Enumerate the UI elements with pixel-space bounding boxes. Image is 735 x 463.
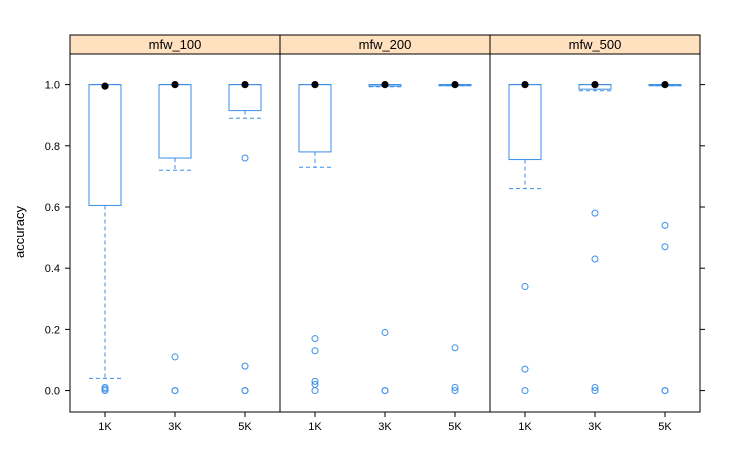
median-dot xyxy=(311,80,319,89)
x-tick-label: 3K xyxy=(168,421,182,433)
x-tick-label: 5K xyxy=(238,421,252,433)
box-1K: 1K xyxy=(508,80,542,433)
panel-frame xyxy=(69,53,281,413)
iqr-box xyxy=(508,84,542,161)
y-tick-label: 0.6 xyxy=(45,202,60,214)
outlier-point xyxy=(661,243,669,251)
y-tick-label: 0.0 xyxy=(45,386,60,398)
outlier-point xyxy=(381,387,389,395)
box-1K: 1K xyxy=(298,80,332,433)
iqr-box xyxy=(228,84,262,112)
panels: mfw_100 1K 3K 5K mfw_200 1K 3K 5K mfw_500 1K 3K 5K xyxy=(69,34,701,433)
box-5K: 5K xyxy=(648,80,682,433)
outlier-point xyxy=(661,221,669,229)
iqr-box xyxy=(298,84,332,153)
x-tick-label: 3K xyxy=(588,421,602,433)
y-tick-label: 1.0 xyxy=(45,80,60,92)
outlier-point xyxy=(521,283,529,291)
panel-frame xyxy=(279,53,491,413)
box-3K: 3K xyxy=(578,80,612,433)
outlier-point xyxy=(311,387,319,395)
x-tick-label: 1K xyxy=(98,421,112,433)
x-tick-label: 5K xyxy=(448,421,462,433)
outlier-point xyxy=(451,344,459,352)
outlier-point xyxy=(591,209,599,217)
panel-frame xyxy=(489,53,701,413)
box-3K: 3K xyxy=(158,80,192,433)
outlier-point xyxy=(171,353,179,361)
outlier-point xyxy=(521,387,529,395)
outlier-point xyxy=(241,387,249,395)
box-5K: 5K xyxy=(438,80,472,433)
outlier-point xyxy=(661,387,669,395)
outlier-point xyxy=(591,255,599,263)
iqr-box xyxy=(88,84,122,206)
x-tick-label: 3K xyxy=(378,421,392,433)
y-tick-label: 0.8 xyxy=(45,141,60,153)
panel-mfw_500: mfw_500 1K 3K 5K xyxy=(489,34,701,433)
box-1K: 1K xyxy=(88,82,122,433)
median-dot xyxy=(451,80,459,89)
outlier-point xyxy=(591,384,599,392)
x-tick-label: 1K xyxy=(308,421,322,433)
median-dot xyxy=(661,80,669,89)
outlier-point xyxy=(591,387,599,395)
median-dot xyxy=(241,80,249,89)
strip-title: mfw_200 xyxy=(359,37,412,52)
box-3K: 3K xyxy=(368,80,402,433)
outlier-point xyxy=(101,387,109,395)
outlier-point xyxy=(241,362,249,370)
strip-title: mfw_500 xyxy=(569,37,622,52)
y-tick-label: 0.4 xyxy=(45,263,60,275)
outlier-point xyxy=(171,387,179,395)
outlier-point xyxy=(521,365,529,373)
outlier-point xyxy=(311,335,319,343)
median-dot xyxy=(101,82,109,90)
box-5K: 5K xyxy=(228,80,262,433)
iqr-box xyxy=(158,84,192,159)
x-tick-label: 5K xyxy=(658,421,672,433)
x-tick-label: 1K xyxy=(518,421,532,433)
strip-title: mfw_100 xyxy=(149,37,202,52)
panel-mfw_200: mfw_200 1K 3K 5K xyxy=(279,34,491,433)
outlier-point xyxy=(451,384,459,392)
outlier-point xyxy=(311,347,319,355)
panel-mfw_100: mfw_100 1K 3K 5K xyxy=(69,34,281,433)
median-dot xyxy=(171,80,179,89)
y-axis: 0.0 0.2 0.4 0.6 0.8 1.0 xyxy=(45,80,705,398)
y-axis-label: accuracy xyxy=(12,205,27,258)
outlier-point xyxy=(241,154,249,162)
y-tick-label: 0.2 xyxy=(45,324,60,336)
median-dot xyxy=(521,80,529,89)
outlier-point xyxy=(311,377,319,385)
outlier-point xyxy=(451,387,459,395)
median-dot xyxy=(591,80,599,89)
median-dot xyxy=(381,80,389,89)
outlier-point xyxy=(381,328,389,336)
